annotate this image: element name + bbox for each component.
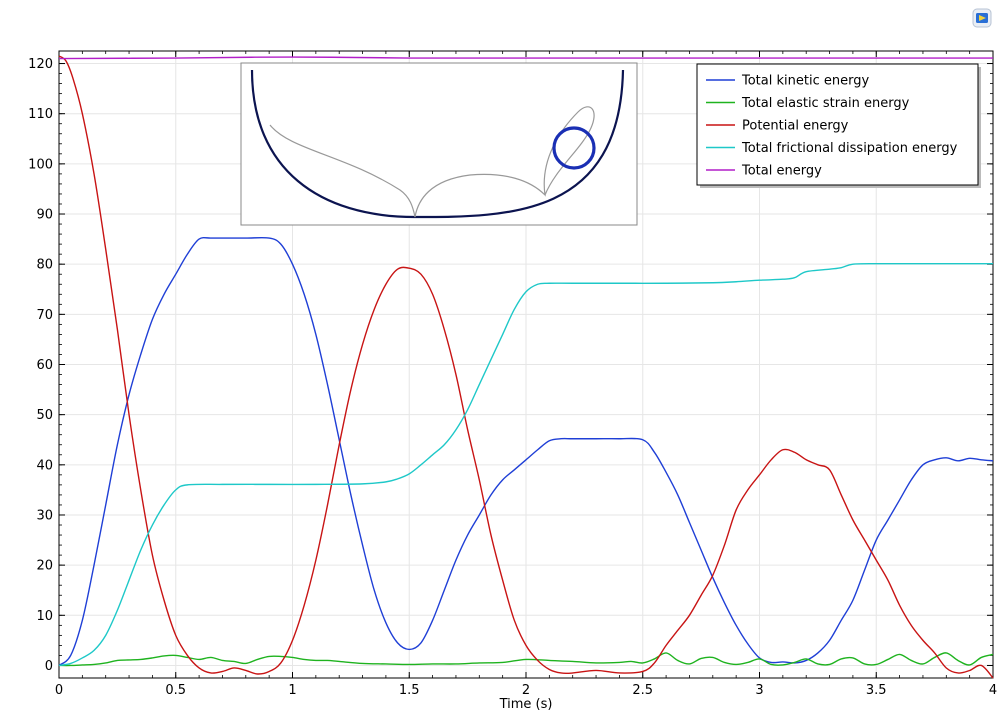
x-tick-label: 3 — [755, 683, 763, 698]
y-tick-label: 80 — [36, 258, 53, 273]
y-tick-label: 110 — [28, 107, 53, 122]
legend-label-total-kinetic-energy: Total kinetic energy — [741, 74, 869, 89]
x-axis-title: Time (s) — [499, 697, 553, 712]
x-tick-label: 3.5 — [866, 683, 887, 698]
y-tick-label: 50 — [36, 408, 53, 423]
y-tick-label: 30 — [36, 508, 53, 523]
x-tick-label: 0 — [55, 683, 63, 698]
x-tick-label: 2 — [522, 683, 530, 698]
x-tick-label: 4 — [989, 683, 997, 698]
y-tick-label: 70 — [36, 308, 53, 323]
data-series — [58, 55, 994, 679]
x-tick-label: 2.5 — [632, 683, 653, 698]
series-line-total-elastic-strain-energy — [58, 652, 994, 667]
legend-label-potential-energy: Potential energy — [742, 119, 849, 134]
y-tick-label: 120 — [28, 57, 53, 72]
legend-label-total-energy: Total energy — [741, 164, 822, 179]
y-tick-label: 40 — [36, 458, 53, 473]
legend-label-total-frictional-dissipation-energy: Total frictional dissipation energy — [741, 141, 958, 156]
y-tick-label: 60 — [36, 358, 53, 373]
y-tick-label: 10 — [36, 609, 53, 624]
legend-box — [696, 63, 979, 186]
y-tick-label: 20 — [36, 559, 53, 574]
series-line-total-energy — [58, 56, 993, 60]
y-tick-label: 0 — [45, 659, 53, 674]
x-tick-label: 0.5 — [165, 683, 186, 698]
series-line-potential-energy — [58, 55, 994, 679]
y-tick-label: 100 — [28, 157, 53, 172]
inset-trajectory — [269, 106, 595, 218]
x-tick-label: 1.5 — [399, 683, 420, 698]
legend-label-total-elastic-strain-energy: Total elastic strain energy — [741, 96, 910, 111]
y-tick-label: 90 — [36, 208, 53, 223]
axis-ticks: 0 0.5 1 1.5 2 2.5 3 3.5 401020304050607080901001… — [28, 51, 997, 698]
x-tick-label: 1 — [288, 683, 296, 698]
series-line-total-frictional-dissipation-energy — [58, 262, 993, 667]
comsol-logo-icon[interactable] — [972, 8, 992, 28]
legend: Total kinetic energy Total elastic strain… — [696, 63, 981, 188]
inset-schematic — [240, 62, 638, 226]
series-line-total-kinetic-energy — [58, 236, 994, 667]
inset-ball — [552, 126, 596, 170]
inset-frame — [240, 62, 638, 226]
